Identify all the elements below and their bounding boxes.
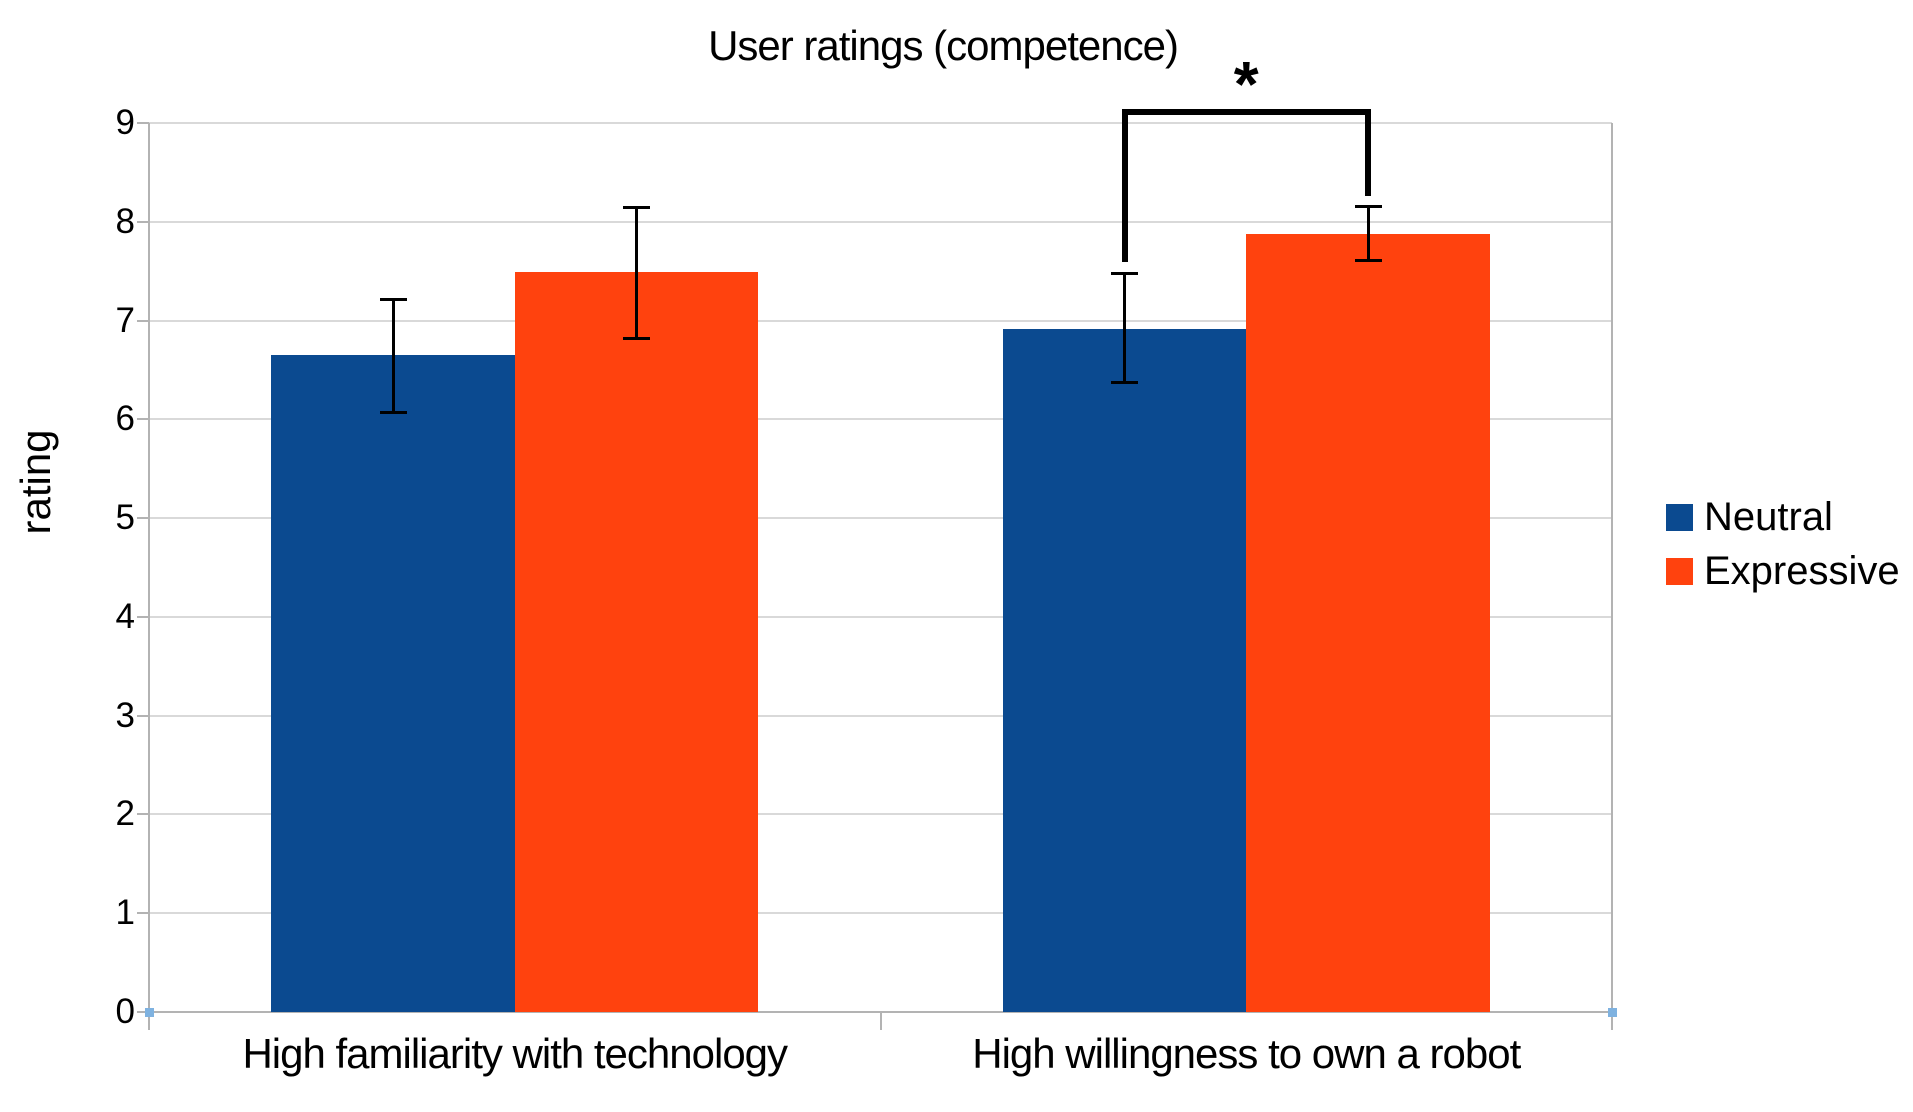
- error-bar-cap-bottom-neutral-high-willingness-to-own-a-robot: [1111, 380, 1138, 384]
- y-tick-mark-6: [137, 418, 149, 421]
- y-tick-mark-0: [137, 1011, 149, 1013]
- gridline-3: [149, 714, 1612, 717]
- plot-area: [149, 122, 1612, 1013]
- error-bar-cap-bottom-expressive-high-familiarity-with-technology: [623, 337, 650, 341]
- y-tick-mark-4: [137, 615, 149, 618]
- significance-bracket-left-leg: [1121, 109, 1128, 263]
- y-tick-label-8: 8: [115, 201, 135, 241]
- y-tick-label-5: 5: [115, 498, 135, 538]
- gridline-9: [149, 122, 1612, 124]
- y-tick-label-7: 7: [115, 300, 135, 340]
- error-bar-neutral-high-familiarity-with-technology: [391, 298, 395, 414]
- y-tick-mark-2: [137, 813, 149, 816]
- y-tick-label-6: 6: [115, 399, 135, 439]
- error-bar-cap-top-expressive-high-familiarity-with-technology: [623, 205, 650, 209]
- y-tick-mark-9: [137, 122, 149, 124]
- bar-neutral-high-willingness-to-own-a-robot[interactable]: [1002, 329, 1247, 1012]
- gridline-5: [149, 517, 1612, 520]
- y-tick-label-4: 4: [115, 596, 135, 636]
- category-label-high-familiarity-with-technology[interactable]: High familiarity with technology: [242, 1030, 788, 1077]
- x-tick-mark-middle: [879, 1012, 882, 1030]
- legend-label: Neutral: [1704, 495, 1833, 539]
- bar-neutral-high-familiarity-with-technology[interactable]: [271, 355, 515, 1012]
- chart-title[interactable]: User ratings (competence): [708, 22, 1179, 69]
- error-bar-cap-bottom-neutral-high-familiarity-with-technology: [379, 411, 407, 415]
- y-tick-mark-7: [137, 319, 149, 322]
- legend: Neutral Expressive: [1666, 493, 1900, 596]
- selection-handle-bottom-right[interactable]: [1607, 1007, 1617, 1017]
- error-bar-expressive-high-familiarity-with-technology: [635, 206, 638, 340]
- plot-left-border: [148, 123, 150, 1030]
- legend-entry-expressive[interactable]: Expressive: [1666, 547, 1900, 596]
- error-bar-cap-top-neutral-high-willingness-to-own-a-robot: [1111, 272, 1138, 276]
- y-tick-mark-1: [137, 912, 149, 915]
- gridline-7: [149, 319, 1612, 322]
- gridline-6: [149, 418, 1612, 421]
- y-tick-label-2: 2: [115, 794, 135, 834]
- significance-bracket-right-leg: [1365, 109, 1371, 196]
- legend-entry-neutral[interactable]: Neutral: [1666, 493, 1900, 542]
- selection-handle-bottom-left[interactable]: [144, 1007, 154, 1017]
- significance-bracket-horizontal: [1121, 109, 1371, 115]
- category-label-high-willingness-to-own-a-robot[interactable]: High willingness to own a robot: [972, 1030, 1521, 1077]
- error-bar-cap-bottom-expressive-high-willingness-to-own-a-robot: [1354, 259, 1382, 263]
- legend-swatch-icon: [1666, 504, 1693, 531]
- legend-swatch-icon: [1666, 558, 1693, 585]
- error-bar-expressive-high-willingness-to-own-a-robot: [1366, 205, 1370, 262]
- y-tick-label-1: 1: [115, 893, 135, 933]
- y-tick-label-9: 9: [115, 103, 135, 142]
- gridline-8: [149, 220, 1612, 223]
- error-bar-neutral-high-willingness-to-own-a-robot: [1123, 273, 1126, 383]
- y-tick-mark-5: [137, 517, 149, 520]
- bar-expressive-high-familiarity-with-technology[interactable]: [514, 272, 759, 1012]
- error-bar-cap-top-neutral-high-familiarity-with-technology: [379, 297, 407, 301]
- gridline-2: [149, 813, 1612, 816]
- y-tick-label-3: 3: [115, 695, 135, 735]
- plot-right-border: [1611, 123, 1613, 1030]
- error-bar-cap-top-expressive-high-willingness-to-own-a-robot: [1354, 204, 1382, 208]
- y-tick-label-0: 0: [115, 992, 135, 1031]
- gridline-1: [149, 912, 1612, 915]
- legend-label: Expressive: [1704, 549, 1900, 593]
- y-tick-mark-3: [137, 714, 149, 717]
- y-tick-mark-8: [137, 220, 149, 223]
- significance-star: *: [1233, 48, 1259, 120]
- bar-expressive-high-willingness-to-own-a-robot[interactable]: [1246, 233, 1490, 1012]
- gridline-4: [149, 615, 1612, 618]
